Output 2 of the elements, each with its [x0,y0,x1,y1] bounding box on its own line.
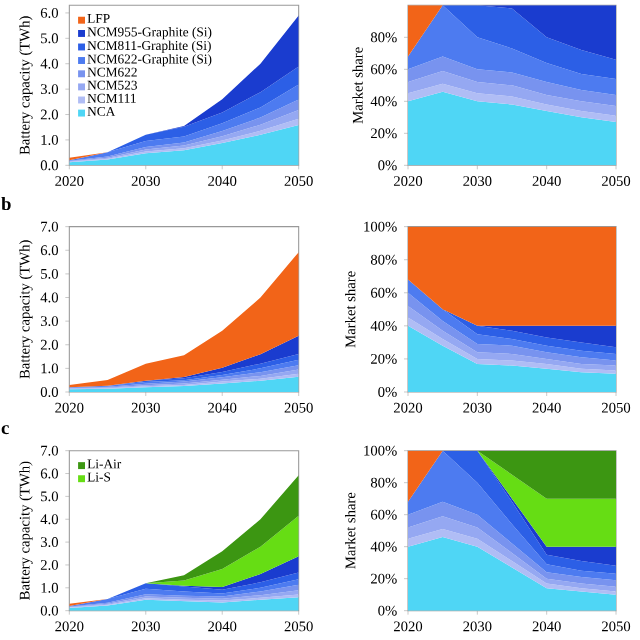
chart-title: c [1,425,9,435]
chart-title: b [1,197,11,211]
